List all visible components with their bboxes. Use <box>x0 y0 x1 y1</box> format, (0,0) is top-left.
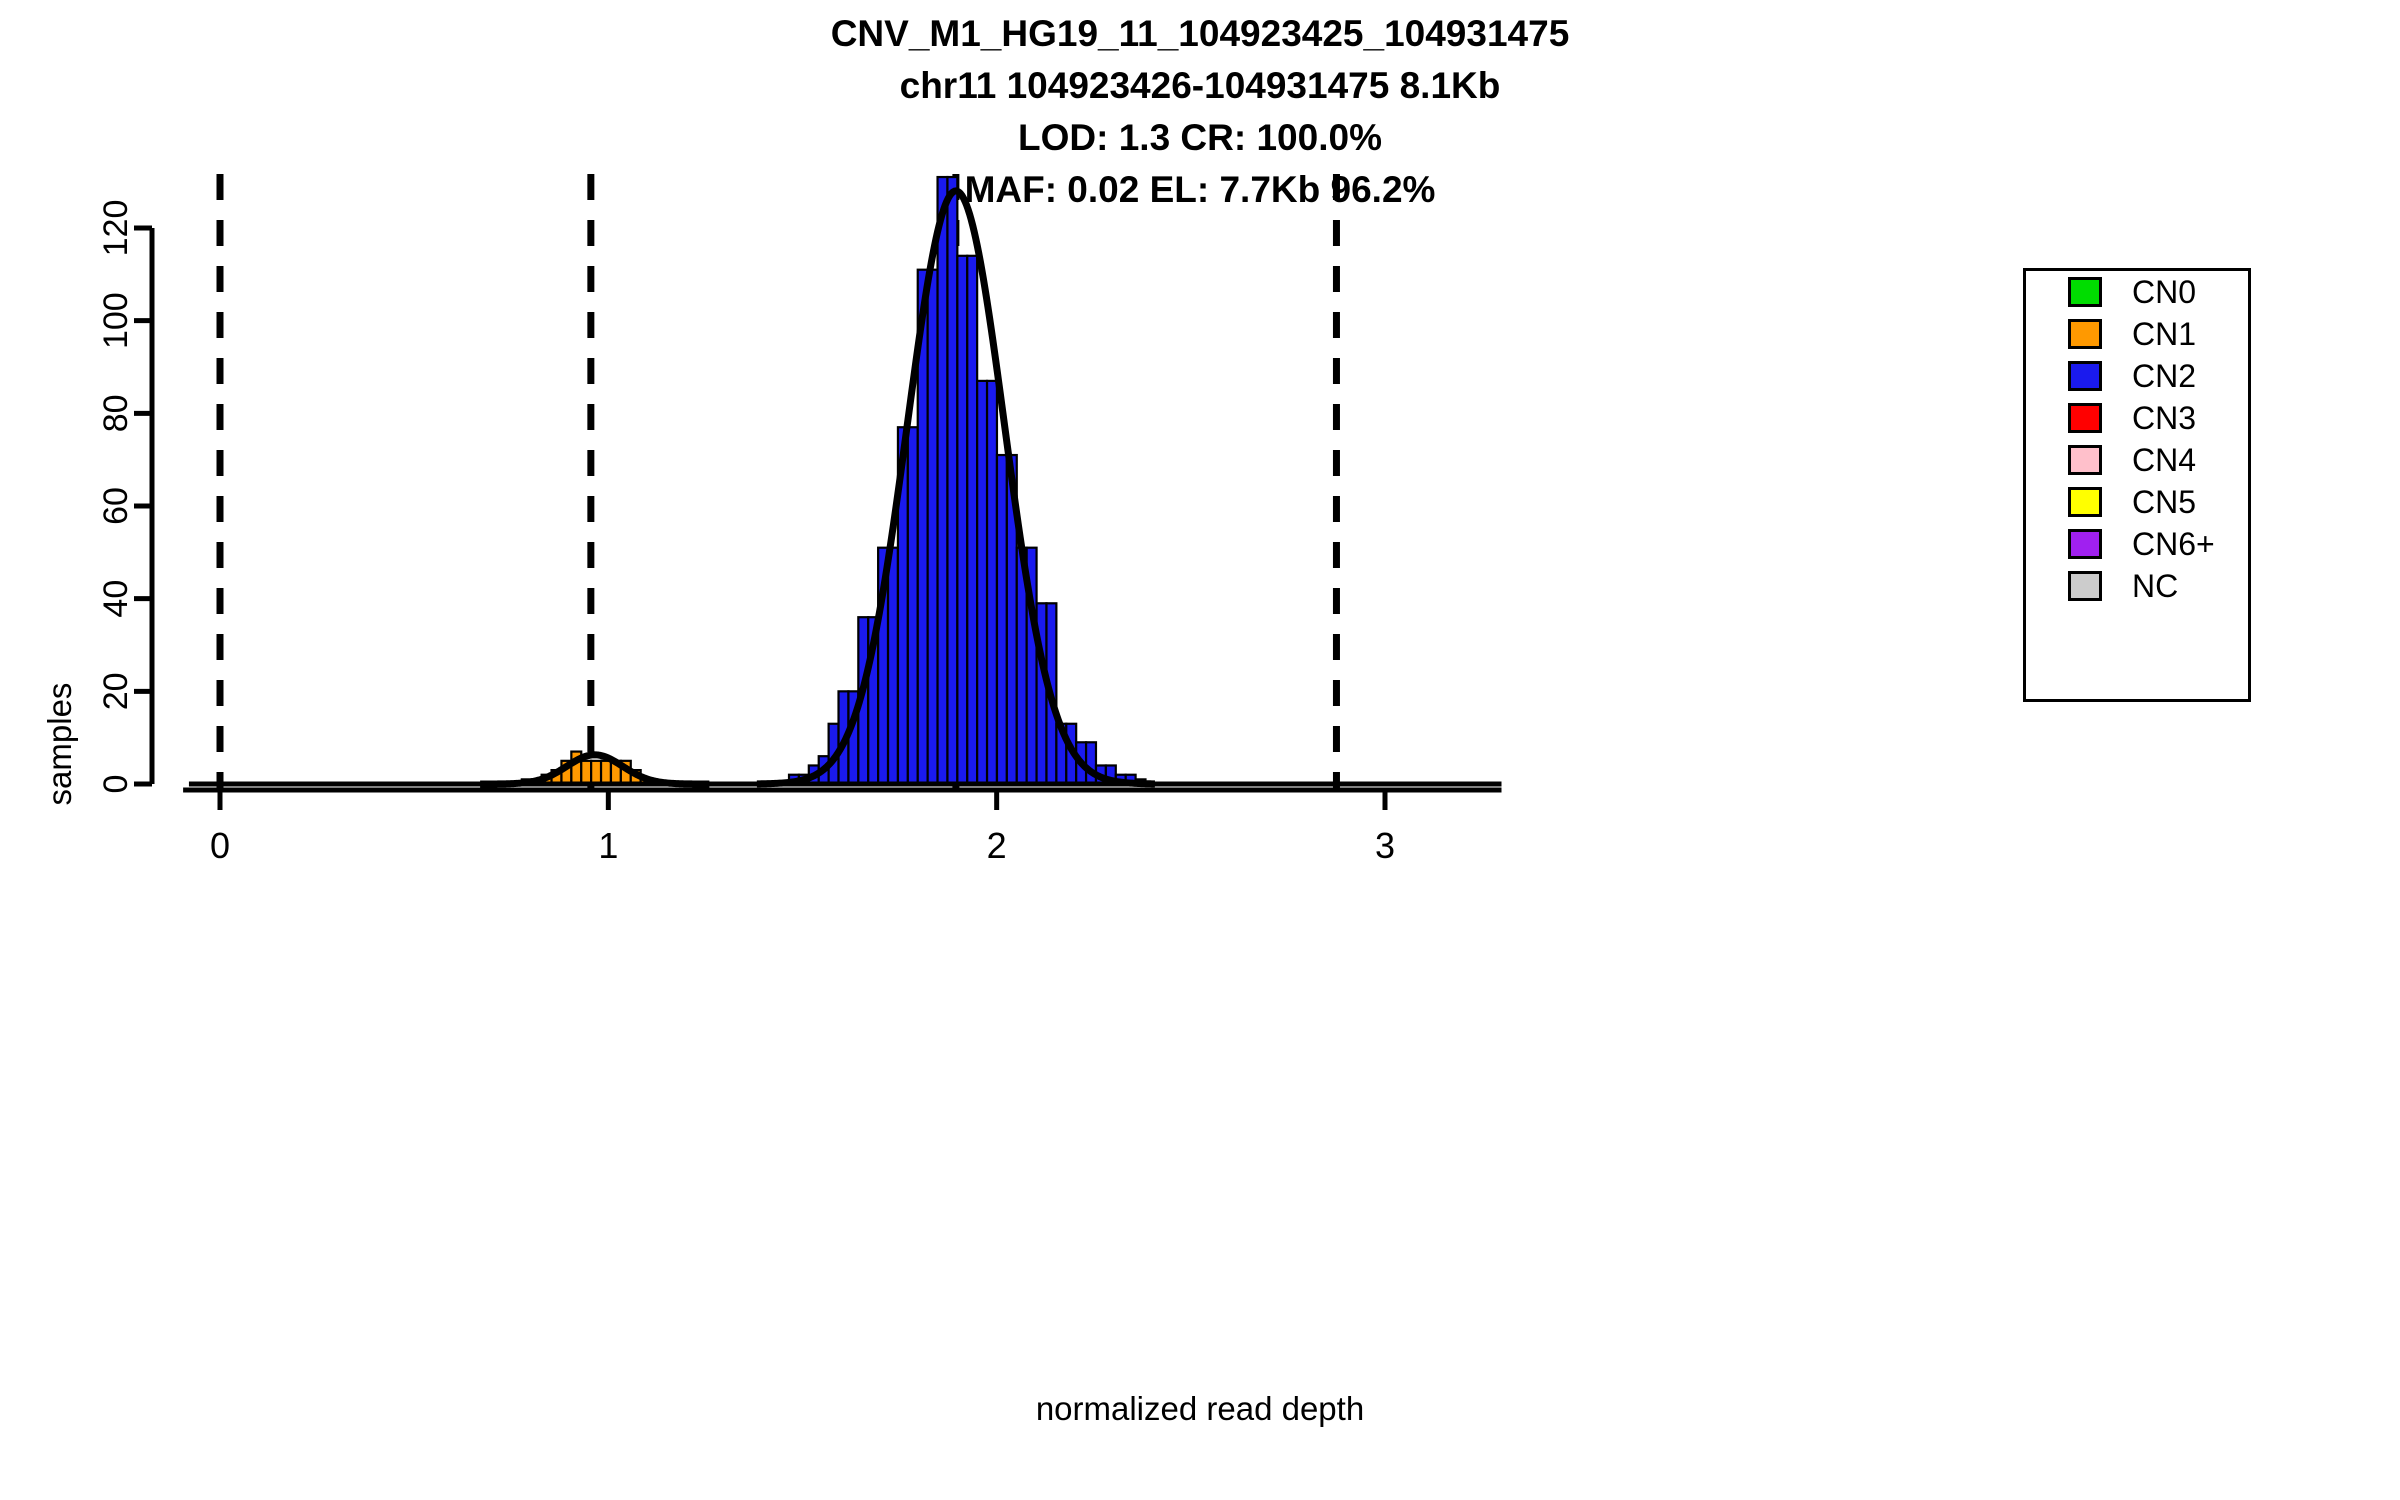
y-tick-label-4: 80 <box>97 394 135 432</box>
density-curve-1 <box>754 187 1157 788</box>
axes <box>134 225 1502 810</box>
legend-label: CN3 <box>2132 400 2197 436</box>
x-tick-label-0: 0 <box>210 825 230 866</box>
y-tick-label-6: 120 <box>97 200 135 257</box>
y-tick-label-0: 0 <box>97 775 135 794</box>
legend-label: NC <box>2132 568 2179 604</box>
tick-labels: 0 20 40 60 80 100 120 0 1 2 3 <box>97 200 1395 866</box>
histogram-bar-CN2-18 <box>966 254 979 786</box>
histogram-bar-CN1-8 <box>599 759 613 786</box>
legend-label: CN4 <box>2132 442 2197 478</box>
legend-swatch-cn0-icon <box>2068 277 2102 307</box>
legend-item-nc[interactable]: NC <box>2026 565 2248 607</box>
legend-item-cn6plus[interactable]: CN6+ <box>2026 523 2248 565</box>
legend-label: CN0 <box>2132 274 2197 310</box>
legend-swatch-cn5-icon <box>2068 487 2102 517</box>
legend-item-cn4[interactable]: CN4 <box>2026 439 2248 481</box>
histogram-bar-CN2-10 <box>886 546 900 786</box>
legend-swatch-cn3-icon <box>2068 403 2102 433</box>
histogram-bar-CN2-14 <box>926 268 939 786</box>
y-tick-label-3: 60 <box>97 487 135 525</box>
legend-swatch-nc-icon <box>2068 571 2102 601</box>
legend-item-cn3[interactable]: CN3 <box>2026 397 2248 439</box>
x-axis-label: normalized read depth <box>1035 1390 1365 1427</box>
legend-item-cn5[interactable]: CN5 <box>2026 481 2248 523</box>
legend-swatch-cn2-icon <box>2068 361 2102 391</box>
y-axis-label: samples <box>41 682 78 806</box>
legend-label: CN5 <box>2132 484 2197 520</box>
legend-label: CN6+ <box>2132 526 2215 562</box>
histogram-bar-CN2-21 <box>995 453 1008 786</box>
histogram-bar-CN1-7 <box>590 759 603 786</box>
y-tick-label-1: 20 <box>97 672 135 710</box>
y-tick-label-2: 40 <box>97 580 135 618</box>
legend-item-cn0[interactable]: CN0 <box>2026 271 2248 313</box>
histogram-bar-CN2-16 <box>946 175 959 786</box>
legend-label: CN2 <box>2132 358 2197 394</box>
histogram-bar-CN2-20 <box>985 379 999 786</box>
x-tick-label-2: 2 <box>987 825 1007 866</box>
density-curves <box>188 187 1502 788</box>
legend-swatch-cn4-icon <box>2068 445 2102 475</box>
histogram-bar-CN2-15 <box>936 175 949 786</box>
legend-item-cn1[interactable]: CN1 <box>2026 313 2248 355</box>
x-tick-label-1: 1 <box>598 825 618 866</box>
legend-swatch-cn1-icon <box>2068 319 2102 349</box>
legend-item-cn2[interactable]: CN2 <box>2026 355 2248 397</box>
cn-boundary-lines <box>216 174 1340 790</box>
histogram-bar-CN2-17 <box>956 254 969 786</box>
legend-label: CN1 <box>2132 316 2197 352</box>
legend: CN0 CN1 CN2 CN3 CN4 CN5 CN6+ NC <box>2023 268 2251 702</box>
histogram-bar-CN2-12 <box>906 426 919 786</box>
legend-swatch-cn6plus-icon <box>2068 529 2102 559</box>
y-tick-label-5: 100 <box>97 292 135 349</box>
x-tick-label-3: 3 <box>1375 825 1395 866</box>
histogram-bar-CN2-19 <box>976 379 989 786</box>
histogram-bar-CN1-6 <box>580 759 593 786</box>
